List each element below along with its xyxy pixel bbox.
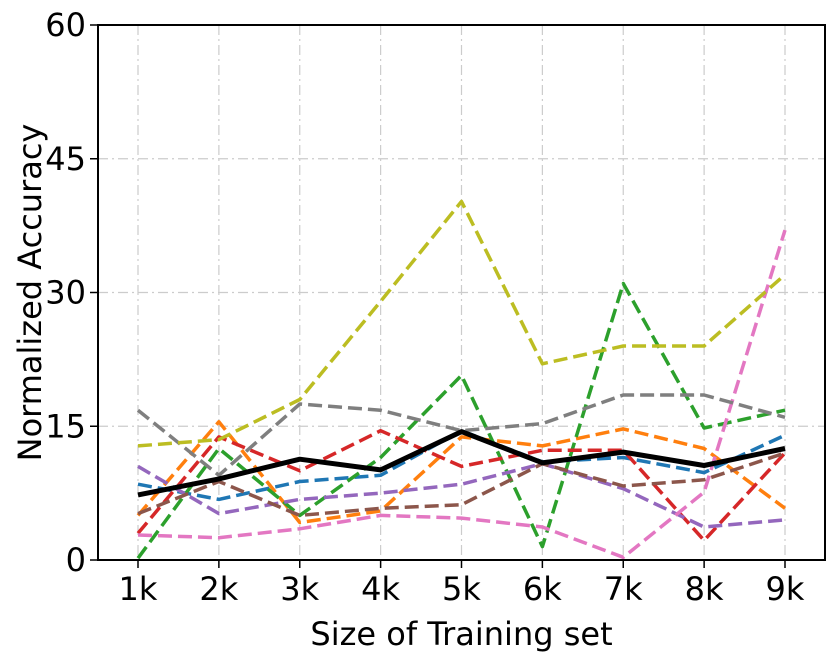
series-line-10 [137, 429, 786, 498]
y-tick-label: 60 [45, 6, 86, 44]
x-tick-label: 5k [442, 570, 481, 608]
x-tick-label: 4k [361, 570, 400, 608]
ticks: 1k 2k 3k 4k 5k 6k 7k 8k 9k 0 15 30 45 60 [45, 6, 805, 608]
series-line-7 [137, 229, 787, 560]
x-axis-label: Size of Training set [310, 615, 612, 653]
y-tick-label: 0 [66, 541, 86, 579]
series-line-4 [136, 428, 787, 543]
x-tick-label: 3k [280, 570, 319, 608]
x-tick-label: 9k [766, 570, 805, 608]
x-tick-label: 7k [604, 570, 643, 608]
y-axis-label: Normalized Accuracy [11, 124, 49, 462]
series-layer [136, 199, 787, 560]
series-line-1 [137, 428, 786, 502]
x-tick-label: 2k [199, 570, 238, 608]
x-tick-label: 6k [523, 570, 562, 608]
y-tick-label: 15 [45, 407, 86, 445]
y-tick-label: 30 [45, 274, 86, 312]
y-tick-label: 45 [45, 140, 86, 178]
x-tick-label: 1k [119, 570, 158, 608]
x-tick-label: 8k [685, 570, 724, 608]
series-line-2 [136, 420, 787, 525]
series-line-6 [137, 451, 786, 518]
series-line-9 [137, 199, 787, 448]
